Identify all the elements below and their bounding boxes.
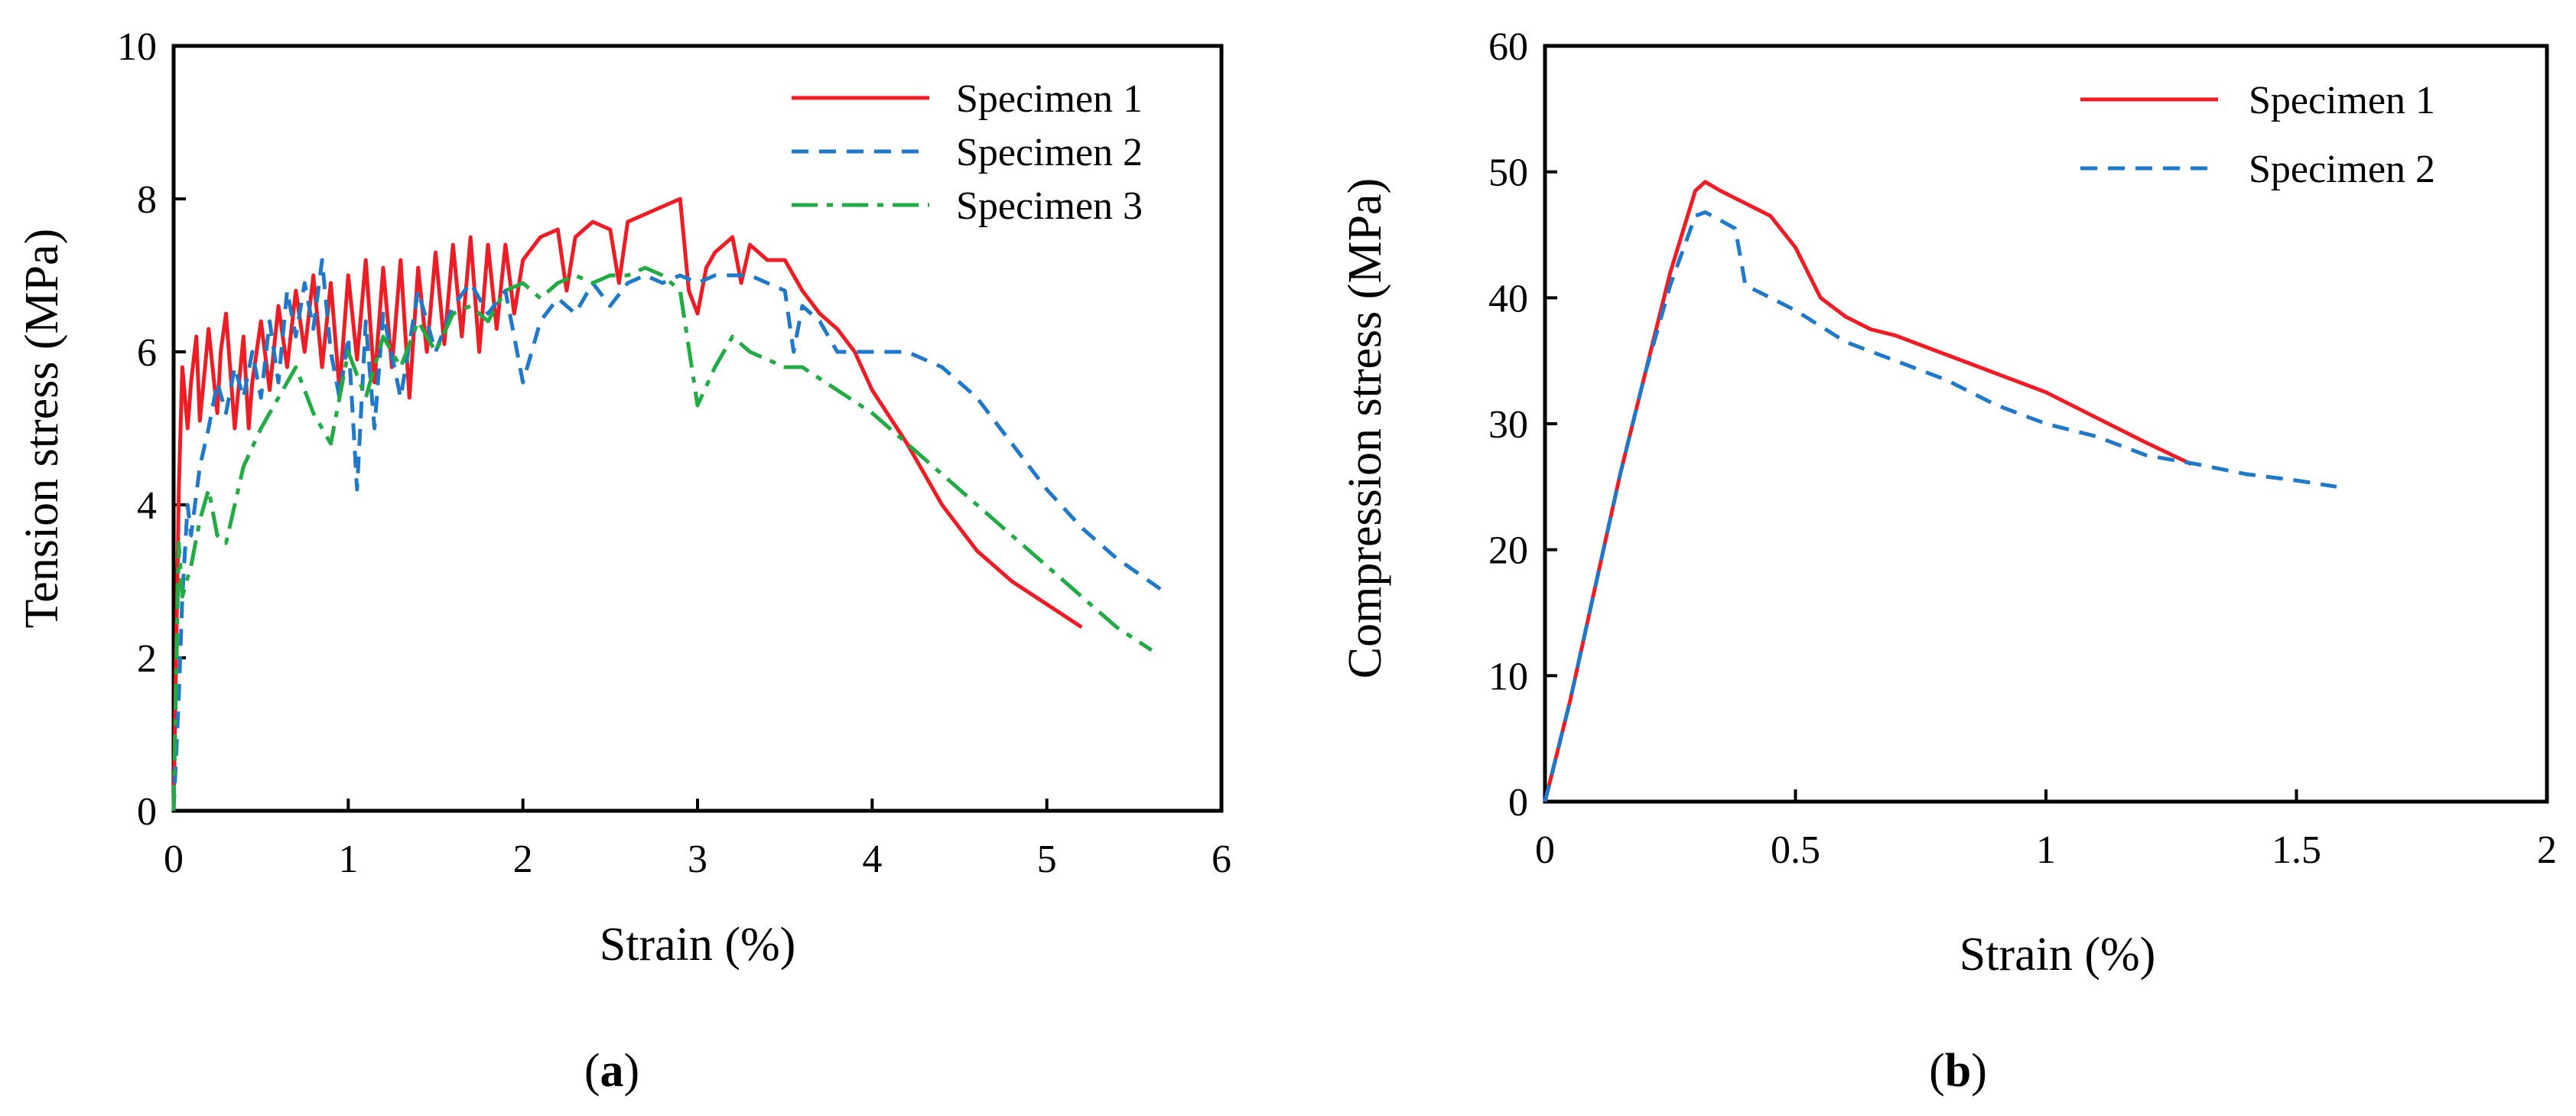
panel-a-x-tick-label: 4 — [862, 838, 882, 881]
panel-b-y-tick-label: 60 — [1488, 25, 1528, 69]
panel-b-x-ticks: 0 0.5 1 1.5 2 — [1535, 789, 2557, 872]
panel-a-y-tick-label: 10 — [117, 25, 157, 69]
panel-a-y-tick-label: 4 — [137, 484, 157, 528]
panel-a-series — [171, 197, 1162, 812]
panel-a-x-tick-label: 6 — [1212, 838, 1231, 881]
panel-b-legend-label-1: Specimen 1 — [2249, 79, 2435, 122]
panel-b-x-tick-label: 2 — [2537, 828, 2557, 872]
panel-b-y-ticks: 0 10 20 30 40 50 60 — [1488, 25, 1557, 825]
panel-b-y-tick-label: 10 — [1488, 655, 1528, 698]
panel-b-y-tick-label: 50 — [1488, 151, 1528, 195]
panel-b-legend: Specimen 1 Specimen 2 — [2080, 79, 2435, 191]
panel-b-legend-label-2: Specimen 2 — [2249, 148, 2435, 191]
panel-a-series-line-1 — [171, 197, 1083, 812]
panel-a-x-tick-label: 3 — [688, 838, 707, 881]
panel-b-x-tick-label: 0.5 — [1771, 828, 1820, 872]
panel-a-y-axis-title: Tension stress (MPa) — [16, 229, 68, 629]
panel-b-y-tick-label: 30 — [1488, 403, 1528, 447]
panel-a-x-tick-label: 2 — [513, 838, 533, 881]
panel-a-x-axis-title: Strain (%) — [600, 919, 796, 971]
panel-a-y-tick-label: 8 — [137, 178, 157, 222]
panel-b-x-tick-label: 1.5 — [2272, 828, 2321, 872]
panel-a-x-tick-label: 1 — [338, 838, 358, 881]
panel-b-y-axis-title: Compression stress (MPa) — [1339, 178, 1391, 678]
panel-a-y-tick-label: 0 — [137, 790, 157, 834]
panel-a-legend-label-1: Specimen 1 — [956, 77, 1143, 121]
panel-a-x-tick-label: 5 — [1037, 838, 1057, 881]
panel-a-x-ticks: 0 1 2 3 4 5 6 — [164, 799, 1231, 881]
panel-a-legend-label-2: Specimen 2 — [956, 131, 1143, 174]
panel-a-x-tick-label: 0 — [164, 838, 184, 881]
panel-a-legend-label-3: Specimen 3 — [956, 184, 1143, 228]
panel-b-label: (b) — [1929, 1045, 1987, 1097]
panel-a-y-tick-label: 2 — [137, 637, 157, 681]
panel-b-y-tick-label: 0 — [1508, 781, 1528, 825]
panel-a-y-tick-label: 6 — [137, 331, 157, 375]
panel-a-label: (a) — [584, 1045, 639, 1097]
panel-b-y-tick-label: 40 — [1488, 277, 1528, 320]
panel-b-series-line-1 — [1543, 180, 2192, 802]
panel-a-y-ticks: 0 2 4 6 8 10 — [117, 25, 186, 834]
panel-b-y-tick-label: 20 — [1488, 529, 1528, 573]
panel-b-series — [1543, 180, 2337, 802]
panel-b-x-tick-label: 1 — [2036, 828, 2056, 872]
panel-a-legend: Specimen 1 Specimen 2 Specimen 3 — [792, 77, 1143, 228]
panel-a-series-line-2 — [171, 258, 1162, 812]
panel-b-x-tick-label: 0 — [1535, 828, 1555, 872]
panel-b-x-axis-title: Strain (%) — [1960, 929, 2156, 981]
panel-b-series-line-2 — [1543, 210, 2337, 802]
